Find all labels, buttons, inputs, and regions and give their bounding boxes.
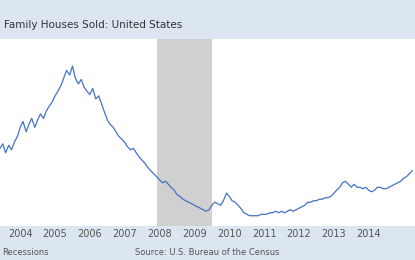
Bar: [157, 39, 212, 226]
Text: Family Houses Sold: United States: Family Houses Sold: United States: [4, 20, 183, 30]
Text: Source: U.S. Bureau of the Census: Source: U.S. Bureau of the Census: [135, 248, 280, 257]
Text: Recessions: Recessions: [2, 248, 49, 257]
